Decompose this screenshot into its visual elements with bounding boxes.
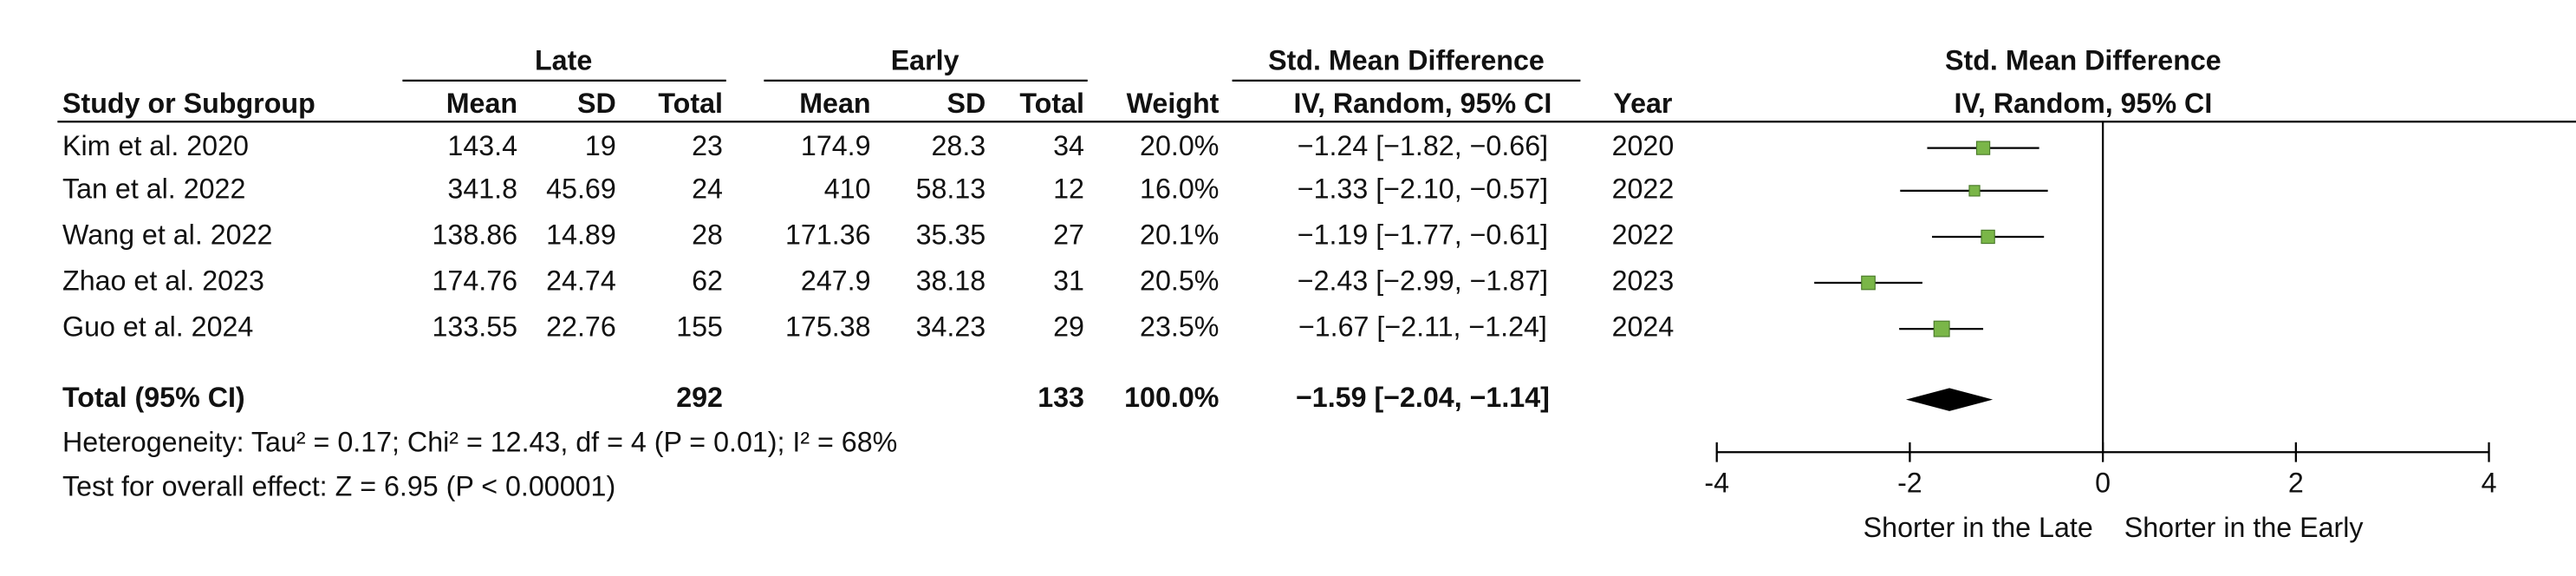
cell: 24.74 [546,265,616,297]
summary-diamond [1905,388,1994,411]
effect-header: Std. Mean Difference [1268,45,1545,76]
x-label-right: Shorter in the Early [2124,512,2365,543]
cell: 20.1% [1140,219,1219,250]
heterogeneity: Heterogeneity: Tau² = 0.17; Chi² = 12.43… [62,426,897,457]
cell: −1.19 [−1.77, −0.61] [1298,219,1548,250]
x-tick-label: -2 [1897,468,1922,499]
cell: 133.55 [433,311,518,343]
cell: 12 [1053,173,1084,204]
cell: 20.5% [1140,265,1219,297]
cell: 19 [585,130,616,161]
cell: 29 [1053,311,1084,343]
cell: 34 [1053,130,1084,161]
cell: Kim et al. 2020 [62,130,249,161]
cell: 45.69 [546,173,616,204]
cell: Guo et al. 2024 [62,311,253,343]
cell: −1.67 [−2.11, −1.24] [1298,311,1547,343]
total-cell: −1.59 [−2.04, −1.14] [1296,382,1550,413]
cell: −1.33 [−2.10, −0.57] [1298,173,1548,204]
cell: 31 [1053,265,1084,297]
cell: 2020 [1612,130,1675,161]
cell: 20.0% [1140,130,1219,161]
column-header: Weight [1127,88,1220,119]
column-header: Total [1019,88,1084,119]
cell: 24 [692,173,723,204]
cell: Wang et al. 2022 [62,219,272,250]
effect-square [1981,229,1995,245]
column-header: Year [1613,88,1673,119]
cell: 22.76 [546,311,616,343]
cell: 174.76 [433,265,518,297]
cell: 2023 [1612,265,1675,297]
column-header: Mean [799,88,870,119]
column-header: SD [946,88,986,119]
cell: 16.0% [1140,173,1219,204]
column-header: Study or Subgroup [62,88,315,119]
cell: 2024 [1612,311,1675,343]
effect-square [1975,141,1991,155]
total-cell: 133 [1038,382,1084,413]
total-cell: Total (95% CI) [62,382,245,413]
group-header: Late [535,45,592,76]
x-tick-label: 0 [2095,468,2111,499]
x-label-left: Shorter in the Late [1864,512,2093,543]
plot-subheader: IV, Random, 95% CI [1954,88,2212,119]
x-tick-label: 2 [2288,468,2304,499]
cell: 174.9 [801,130,871,161]
cell: 171.36 [785,219,871,250]
cell: 23.5% [1140,311,1219,343]
cell: 35.35 [916,219,986,250]
cell: 155 [676,311,723,343]
cell: 2022 [1612,173,1675,204]
group-header: Early [891,45,959,76]
effect-square [1861,275,1876,291]
column-header: Total [658,88,723,119]
cell: 410 [824,173,871,204]
plot-header: Std. Mean Difference [1945,45,2221,76]
cell: 28 [692,219,723,250]
cell: 38.18 [916,265,986,297]
cell: 28.3 [932,130,986,161]
cell: −2.43 [−2.99, −1.87] [1298,265,1548,297]
overall-effect: Test for overall effect: Z = 6.95 (P < 0… [62,470,615,501]
effect-square [1933,320,1950,337]
cell: Zhao et al. 2023 [62,265,264,297]
total-cell: 100.0% [1124,382,1219,413]
cell: Tan et al. 2022 [62,173,245,204]
column-header: SD [577,88,616,119]
cell: 138.86 [433,219,518,250]
cell: 23 [692,130,723,161]
cell: 34.23 [916,311,986,343]
cell: 247.9 [801,265,871,297]
column-header: Mean [446,88,517,119]
cell: 27 [1053,219,1084,250]
effect-square [1968,185,1981,197]
cell: 2022 [1612,219,1675,250]
column-header: IV, Random, 95% CI [1294,88,1552,119]
cell: 341.8 [447,173,517,204]
cell: 58.13 [916,173,986,204]
cell: 62 [692,265,723,297]
cell: −1.24 [−1.82, −0.66] [1298,130,1548,161]
cell: 175.38 [785,311,871,343]
x-tick-label: -4 [1704,468,1729,499]
cell: 14.89 [546,219,616,250]
x-tick-label: 4 [2482,468,2497,499]
cell: 143.4 [447,130,517,161]
total-cell: 292 [676,382,723,413]
